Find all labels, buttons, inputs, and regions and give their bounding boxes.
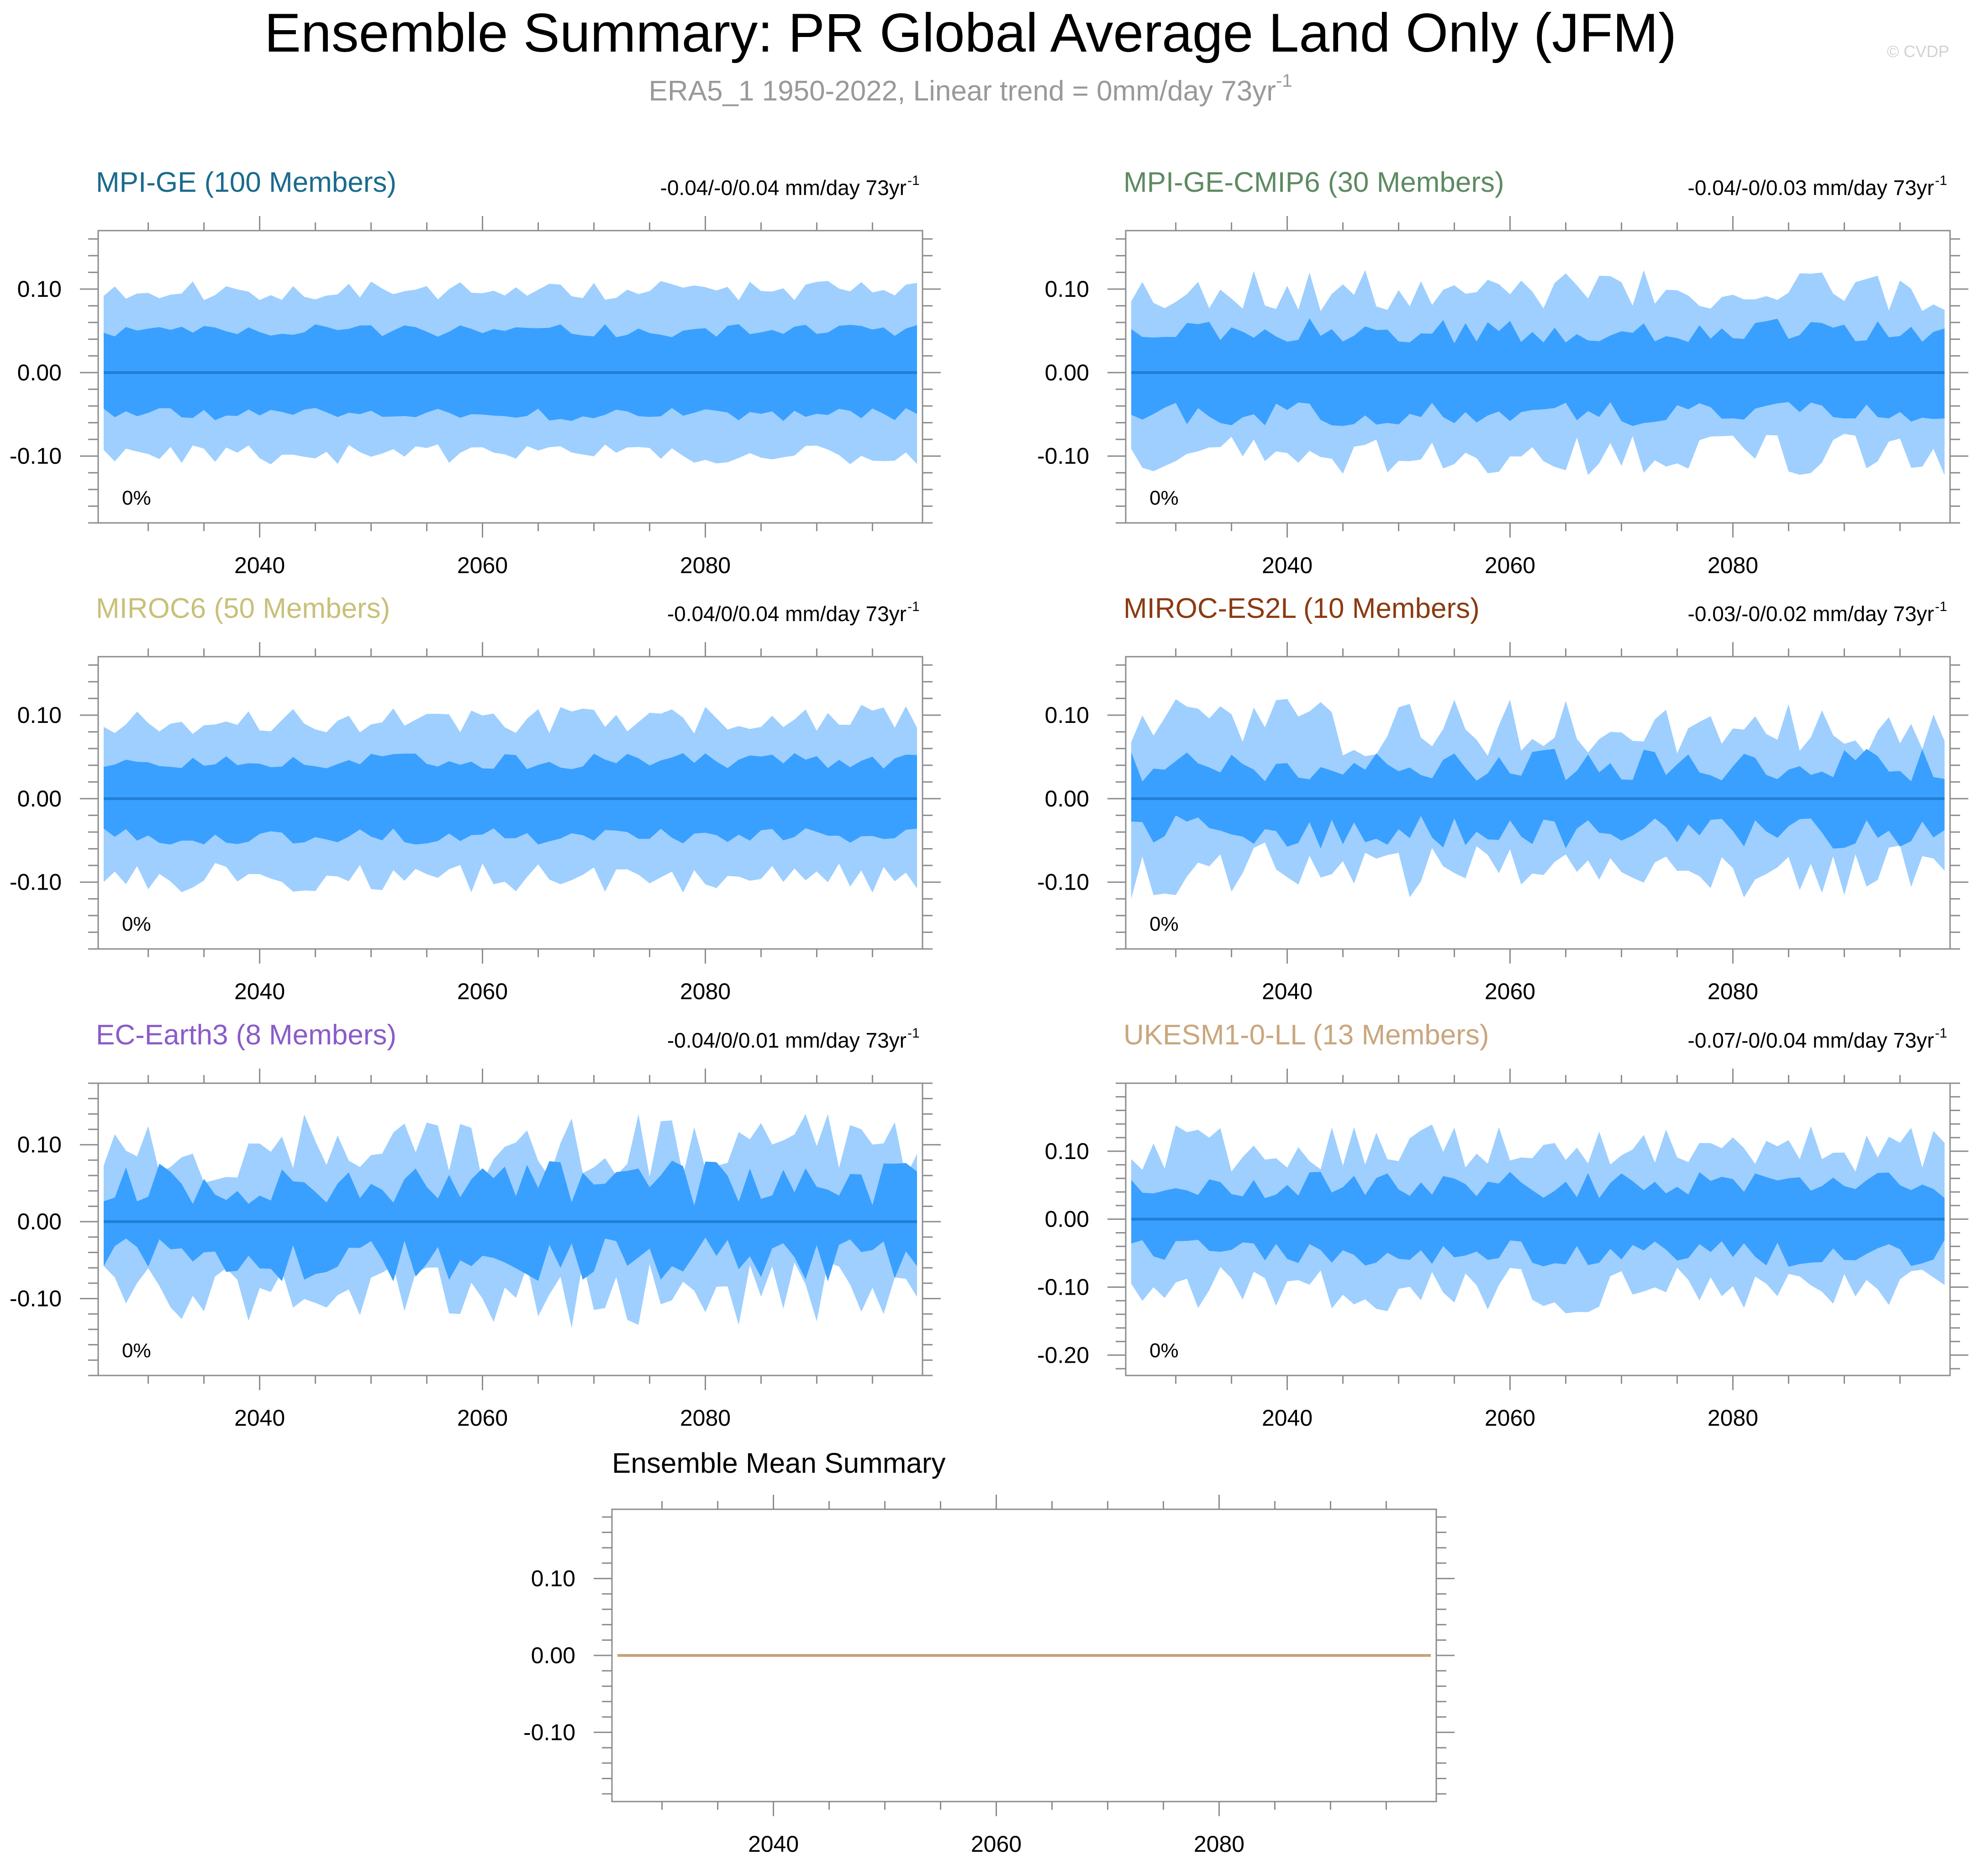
- x-tick-label: 2040: [234, 553, 285, 578]
- plot-frame: [97, 656, 923, 950]
- y-tick-label: 0.10: [1045, 276, 1089, 302]
- panel-trend-sup: -1: [907, 1026, 920, 1041]
- percent-label: 0%: [122, 487, 151, 509]
- y-tick-label: 0.10: [17, 276, 62, 302]
- chart-panel-ec-earth3: 0% 2040 2060 2080 0.10 0.00 -0.10 EC-Earth3 (8 …: [10, 1019, 941, 1431]
- x-tick-label: 2060: [971, 1831, 1022, 1857]
- percent-label: 0%: [1149, 487, 1179, 509]
- x-tick-label: 2040: [1262, 553, 1313, 578]
- y-tick-label: 0.00: [531, 1643, 575, 1668]
- chart-panel-mpi-ge: 0% 2040 2060 2080 0.10 0.00 -0.10 MPI-GE (100 M…: [10, 167, 941, 578]
- percent-label: 0%: [122, 1339, 151, 1362]
- plot-frame: [1125, 1082, 1951, 1376]
- y-tick-label: -0.10: [523, 1719, 575, 1745]
- figure-title: Ensemble Summary: PR Global Average Land…: [264, 2, 1676, 63]
- panel-title: MPI-GE (100 Members): [96, 167, 396, 198]
- y-tick-label: -0.10: [10, 443, 62, 469]
- panel-trend-text: -0.07/-0/0.04 mm/day 73yr: [1688, 1028, 1934, 1052]
- y-tick-label: -0.10: [1037, 1275, 1089, 1300]
- y-tick-label: 0.00: [17, 786, 62, 812]
- x-tick-label: 2080: [1708, 1405, 1758, 1431]
- figure-subtitle: ERA5_1 1950-2022, Linear trend = 0mm/day…: [648, 71, 1292, 107]
- panels: 0% 2040 2060 2080 0.10 0.00 -0.10 MPI-GE (100 M…: [10, 167, 1968, 1857]
- panel-title: MIROC6 (50 Members): [96, 593, 390, 624]
- y-tick-label: 0.00: [17, 1209, 62, 1234]
- percent-label: 0%: [1149, 1339, 1179, 1362]
- panel-trend-text: -0.03/-0/0.02 mm/day 73yr: [1688, 602, 1934, 626]
- y-tick-label: 0.10: [17, 702, 62, 728]
- y-tick-label: 0.10: [531, 1566, 575, 1591]
- y-tick-label: 0.00: [1045, 360, 1089, 385]
- panel-trend-sup: -1: [1935, 1026, 1947, 1041]
- panel-title: MPI-GE-CMIP6 (30 Members): [1123, 167, 1504, 198]
- panel-trend-sup: -1: [1935, 173, 1947, 188]
- panel-title: EC-Earth3 (8 Members): [96, 1019, 396, 1051]
- x-tick-label: 2040: [234, 1405, 285, 1431]
- panel-trend-text: -0.04/0/0.04 mm/day 73yr: [667, 602, 907, 626]
- y-tick-label: 0.00: [1045, 786, 1089, 812]
- y-tick-label: -0.10: [1037, 443, 1089, 469]
- x-tick-label: 2040: [748, 1831, 799, 1857]
- panel-title: UKESM1-0-LL (13 Members): [1123, 1019, 1489, 1051]
- panel-title: Ensemble Mean Summary: [612, 1448, 946, 1479]
- panel-trend-sup: -1: [907, 599, 920, 614]
- chart-panel-mpi-ge-cmip6: 0% 2040 2060 2080 0.10 0.00 -0.10 MPI-GE-CMIP6 …: [1037, 167, 1968, 578]
- plot-frame: [1125, 230, 1951, 524]
- x-tick-label: 2080: [1708, 979, 1758, 1004]
- x-tick-label: 2060: [1485, 1405, 1535, 1431]
- x-tick-label: 2080: [1708, 553, 1758, 578]
- chart-panel-miroc-es2l: 0% 2040 2060 2080 0.10 0.00 -0.10 MIROC-ES2L (1…: [1037, 593, 1968, 1004]
- x-tick-label: 2040: [1262, 1405, 1313, 1431]
- percent-label: 0%: [1149, 913, 1179, 935]
- x-tick-label: 2080: [1194, 1831, 1244, 1857]
- panel-trend-text: -0.04/0/0.01 mm/day 73yr: [667, 1028, 907, 1052]
- plot-frame: [97, 1082, 923, 1376]
- y-tick-label: -0.10: [10, 869, 62, 895]
- y-tick-label: 0.00: [17, 360, 62, 385]
- x-tick-label: 2060: [1485, 979, 1535, 1004]
- y-tick-label: 0.10: [1045, 702, 1089, 728]
- y-tick-label: 0.00: [1045, 1207, 1089, 1232]
- y-tick-label: -0.10: [1037, 869, 1089, 895]
- x-tick-label: 2080: [680, 1405, 731, 1431]
- panel-title: MIROC-ES2L (10 Members): [1123, 593, 1480, 624]
- panel-trend-text: -0.04/-0/0.03 mm/day 73yr: [1688, 176, 1934, 200]
- watermark: © CVDP: [1887, 42, 1950, 61]
- panel-trend-sup: -1: [907, 173, 920, 188]
- chart-panel-ensemble-mean-summary: 2040 2060 2080 0.10 0.00 -0.10 Ensemble Mean S…: [523, 1448, 1455, 1857]
- panel-trend-text: -0.04/-0/0.04 mm/day 73yr: [660, 176, 907, 200]
- chart-panel-miroc6: 0% 2040 2060 2080 0.10 0.00 -0.10 MIROC6 (50 Me…: [10, 593, 941, 1004]
- x-tick-label: 2040: [234, 979, 285, 1004]
- chart-panel-ukesm1-0-ll: 0% 2040 2060 2080 0.10 0.00 -0.10 -0.20 UKESM1-0…: [1037, 1019, 1968, 1431]
- x-tick-label: 2060: [457, 979, 508, 1004]
- x-tick-label: 2060: [1485, 553, 1535, 578]
- x-tick-label: 2080: [680, 979, 731, 1004]
- x-tick-label: 2060: [457, 553, 508, 578]
- panel-trend-sup: -1: [1935, 599, 1947, 614]
- percent-label: 0%: [122, 913, 151, 935]
- x-tick-label: 2040: [1262, 979, 1313, 1004]
- y-tick-label: 0.10: [17, 1132, 62, 1158]
- plot-frame: [1125, 656, 1951, 950]
- plot-frame: [97, 230, 923, 524]
- figure-subtitle-main: ERA5_1 1950-2022, Linear trend = 0mm/day…: [648, 75, 1276, 107]
- y-tick-label: -0.20: [1037, 1342, 1089, 1368]
- x-tick-label: 2080: [680, 553, 731, 578]
- y-tick-label: 0.10: [1045, 1138, 1089, 1164]
- x-tick-label: 2060: [457, 1405, 508, 1431]
- figure-subtitle-sup: -1: [1276, 71, 1292, 91]
- y-tick-label: -0.10: [10, 1286, 62, 1312]
